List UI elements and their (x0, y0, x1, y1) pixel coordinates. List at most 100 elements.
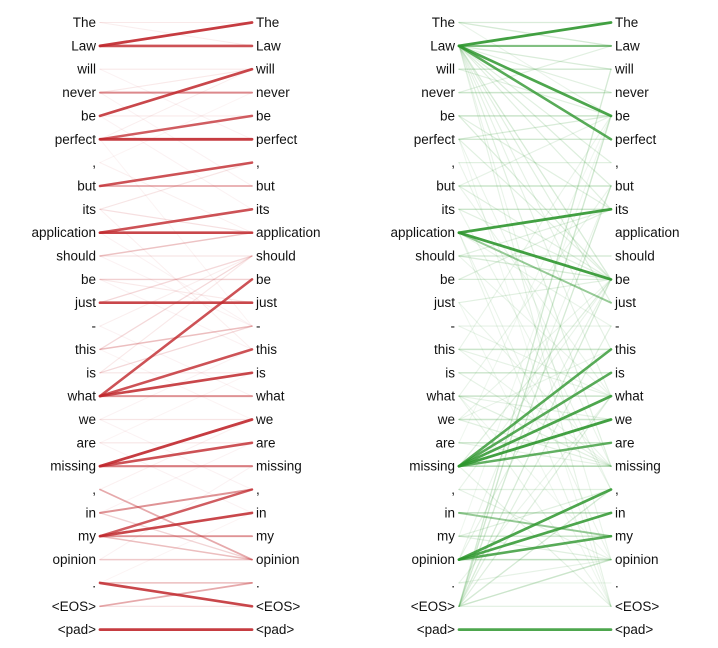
attention-edge (99, 231, 253, 257)
attention-edge (458, 395, 612, 607)
token-label-right: - (615, 319, 620, 334)
token-label-left: <pad> (58, 622, 96, 637)
attention-edge (458, 45, 612, 94)
token-label-right: opinion (256, 552, 300, 567)
token-label-left: should (415, 249, 455, 264)
token-label-left: will (76, 62, 96, 77)
token-label-right: application (615, 225, 680, 240)
attention-edge (458, 325, 612, 397)
token-label-left: but (436, 179, 455, 194)
token-label-right: The (256, 15, 279, 30)
token-label-left: is (445, 365, 455, 380)
token-label-left: application (390, 225, 455, 240)
token-label-right: its (615, 202, 629, 217)
attention-edge (458, 558, 612, 608)
attention-edge (458, 45, 612, 187)
panel-green: The The Law Law will will never never be be perfec… (359, 0, 718, 648)
token-label-left: are (435, 435, 455, 450)
token-label-left: - (451, 319, 456, 334)
token-label-right: be (615, 272, 630, 287)
token-label-left: this (434, 342, 455, 357)
attention-panel-0: The The Law Law will will never never be be perfec… (31, 15, 320, 637)
attention-edge (99, 488, 253, 514)
attention-edge (458, 115, 612, 281)
token-label-right: but (615, 179, 634, 194)
attention-edge (458, 45, 612, 350)
attention-edge (458, 208, 612, 280)
token-label-left: , (451, 482, 455, 497)
token-label-left: in (85, 505, 96, 520)
token-label-left: should (56, 249, 96, 264)
attention-edge (457, 534, 613, 561)
attention-edge (458, 325, 612, 607)
attention-edge (99, 68, 253, 140)
token-label-right: just (614, 295, 636, 310)
token-label-right: . (615, 575, 619, 590)
token-label-right: will (614, 62, 634, 77)
attention-edge (99, 255, 253, 327)
token-label-left: . (92, 575, 96, 590)
attention-edge (458, 255, 612, 397)
attention-edge (98, 208, 254, 234)
attention-edge (99, 535, 253, 561)
attention-edge (458, 278, 612, 304)
attention-edge (98, 278, 254, 398)
attention-panel-1: The The Law Law will will never never be be perfec… (390, 15, 680, 637)
attention-edge (457, 371, 613, 468)
token-label-left: we (437, 412, 455, 427)
token-label-right: my (615, 529, 633, 544)
token-label-right: never (615, 85, 649, 100)
token-label-right: should (256, 249, 296, 264)
attention-edge (457, 394, 613, 468)
token-label-right: what (614, 389, 644, 404)
attention-edge (99, 325, 253, 397)
token-label-right: be (256, 272, 271, 287)
attention-edge (458, 162, 612, 491)
token-label-right: Law (615, 38, 640, 53)
attention-edge (458, 115, 612, 140)
attention-edge (458, 45, 612, 304)
token-label-right: just (255, 295, 277, 310)
attention-edge (98, 348, 254, 398)
token-label-right: will (255, 62, 275, 77)
attention-edge (458, 185, 612, 397)
token-label-right: perfect (256, 132, 298, 147)
attention-edge (99, 442, 253, 514)
attention-edge (99, 325, 253, 374)
attention-edge (98, 441, 254, 468)
token-label-right: my (256, 529, 274, 544)
attention-edge (458, 115, 612, 537)
attention-edge (99, 162, 253, 234)
token-label-left: <EOS> (52, 599, 96, 614)
attention-edge (458, 21, 612, 117)
token-label-left: are (76, 435, 96, 450)
token-label-right: this (615, 342, 636, 357)
attention-edge (458, 208, 612, 491)
token-label-left: my (437, 529, 455, 544)
attention-edge (457, 44, 613, 118)
token-label-left: missing (50, 459, 96, 474)
attention-edge (98, 161, 254, 188)
attention-edge (99, 278, 253, 350)
attention-edge (457, 21, 613, 48)
attention-edge (99, 512, 253, 584)
attention-edge (458, 115, 612, 350)
attention-edge (458, 45, 612, 210)
attention-edge (99, 68, 253, 94)
token-label-right: its (256, 202, 270, 217)
token-label-right: . (256, 575, 260, 590)
token-label-left: just (433, 295, 455, 310)
attention-edge (458, 45, 612, 70)
attention-edge (458, 138, 612, 467)
token-label-right: never (256, 85, 290, 100)
token-label-left: opinion (411, 552, 455, 567)
attention-edge (458, 232, 612, 561)
attention-edge (98, 418, 254, 468)
token-label-right: should (615, 249, 655, 264)
attention-edge (458, 138, 612, 280)
token-label-left: its (442, 202, 456, 217)
attention-edge (98, 511, 254, 538)
token-label-right: , (615, 482, 619, 497)
attention-edge (458, 232, 612, 327)
attention-edge (98, 371, 254, 398)
